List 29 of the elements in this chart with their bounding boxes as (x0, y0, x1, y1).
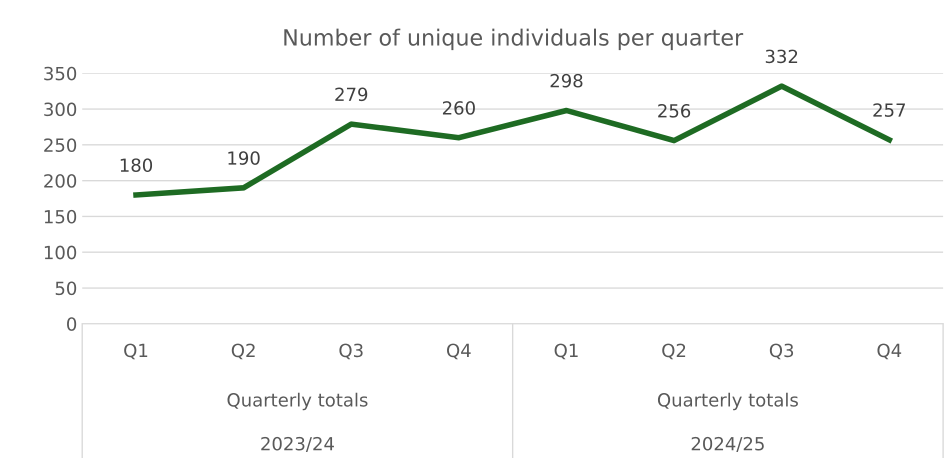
data-label: 256 (658, 104, 690, 118)
data-label: 332 (766, 50, 798, 64)
y-tick-label: 200 (44, 174, 76, 188)
text: Quarterly totals (658, 392, 798, 410)
y-tick-label: 0 (67, 317, 76, 331)
data-label: 180 (120, 158, 152, 172)
data-label: 279 (335, 88, 368, 102)
x-tick-label: Q4 (447, 344, 471, 360)
y-tick-label: 300 (44, 102, 76, 116)
x-tick-label: Q1 (124, 344, 148, 360)
y-tick-label: 350 (44, 66, 76, 80)
x-tick-label: Q1 (554, 344, 578, 360)
x-tick-label: Q2 (232, 344, 255, 360)
data-label: 260 (442, 101, 475, 115)
x-tick-label: Q2 (662, 344, 686, 360)
y-tick-label: 100 (44, 246, 76, 260)
text: 2024/25 (692, 436, 764, 452)
data-label: 257 (873, 103, 905, 117)
y-tick-label: 250 (44, 138, 76, 152)
text: Quarterly totals (228, 392, 368, 410)
x-tick-label: Q3 (770, 344, 794, 360)
data-label: 190 (228, 151, 260, 165)
y-tick-label: 50 (56, 281, 76, 296)
chart-title: Number of unique individuals per quarter (284, 28, 744, 50)
y-tick-label: 150 (44, 210, 76, 224)
text: 2023/24 (261, 436, 334, 452)
x-tick-label: Q4 (877, 344, 902, 360)
data-label: 298 (550, 74, 582, 88)
x-tick-label: Q3 (339, 344, 363, 360)
